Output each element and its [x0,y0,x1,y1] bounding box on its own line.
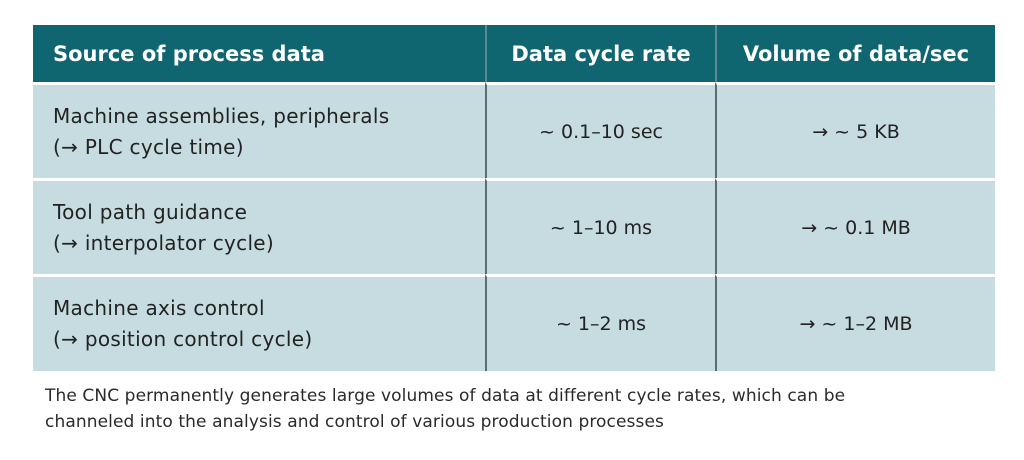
header-source: Source of process data [33,25,485,82]
source-line-1: Machine axis control [53,296,265,320]
table-row-3-volume: → ~ 1–2 MB [715,274,995,371]
process-data-table: Source of process data Data cycle rate V… [33,25,995,371]
table-row-2-source: Tool path guidance (→ interpolator cycle… [33,178,485,274]
source-line-1: Tool path guidance [53,199,248,224]
caption-line-2: channeled into the analysis and control … [45,412,664,432]
table-row-3-source: Machine axis control (→ position control… [33,274,485,371]
source-line-1: Machine assemblies, peripherals [53,103,390,128]
table-row-1-volume: → ~ 5 KB [715,82,995,178]
table-row-1-source: Machine assemblies, peripherals (→ PLC c… [33,82,485,178]
table-row-1-cycle-rate: ~ 0.1–10 sec [485,82,715,178]
source-line-2: (→ interpolator cycle) [53,230,275,255]
table-row-3-cycle-rate: ~ 1–2 ms [485,274,715,371]
table-row-2-cycle-rate: ~ 1–10 ms [485,178,715,274]
source-line-2: (→ PLC cycle time) [53,134,244,159]
table-row-2-volume: → ~ 0.1 MB [715,178,995,274]
caption-line-1: The CNC permanently generates large volu… [45,386,846,406]
source-line-2: (→ position control cycle) [53,327,313,351]
header-cycle-rate: Data cycle rate [485,25,715,82]
table-caption: The CNC permanently generates large volu… [45,383,1005,435]
header-volume: Volume of data/sec [715,25,995,82]
